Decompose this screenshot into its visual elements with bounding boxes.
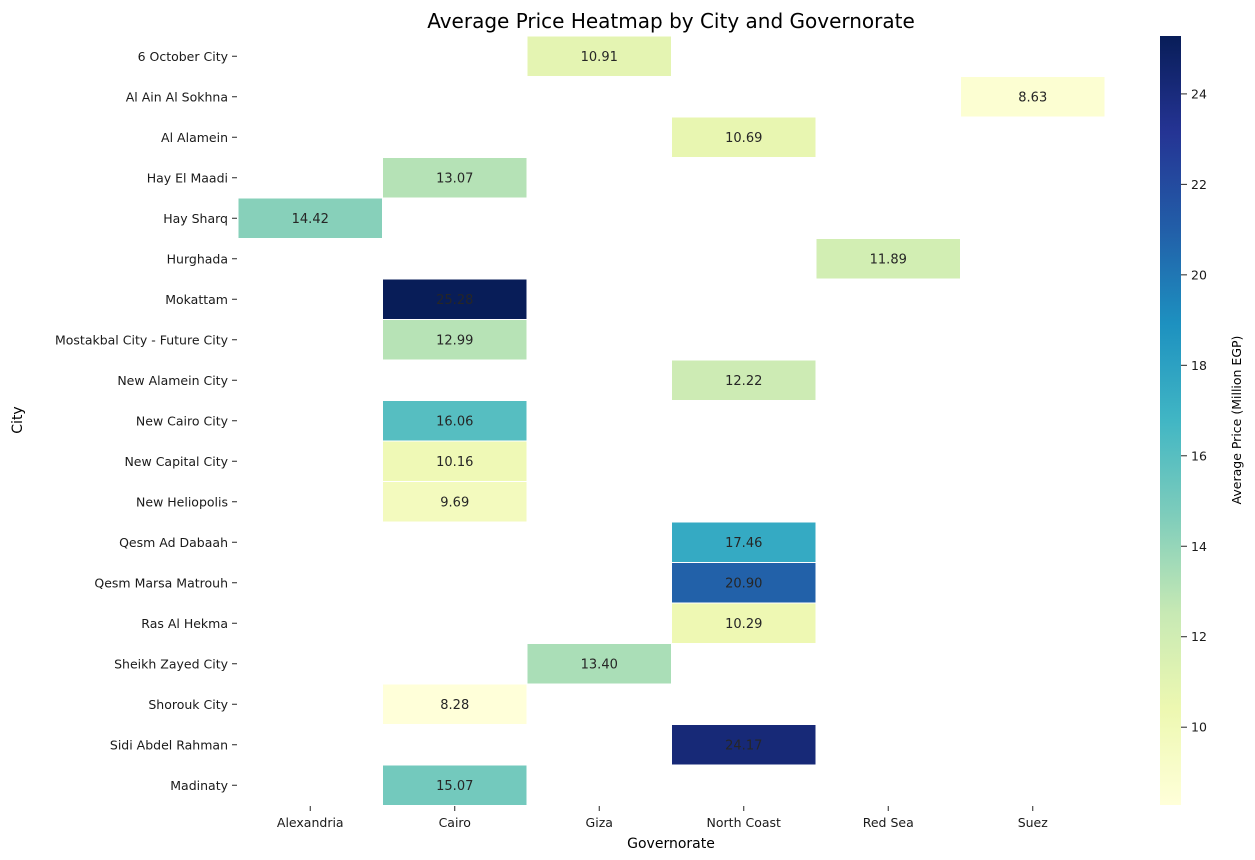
heatmap-cell [382,157,528,199]
heatmap-cell [671,724,817,766]
cell-value-label: 10.16 [436,455,473,470]
colorbar-tick-label: 24 [1191,86,1207,101]
y-tick-label: New Heliopolis [136,494,228,509]
y-tick-label: Al Alamein [161,130,228,145]
colorbar-tick-label: 22 [1191,177,1207,192]
y-tick-label: Mostakbal City - Future City [55,332,229,347]
heatmap-cell [382,319,528,361]
heatmap-cell [526,35,672,77]
colorbar-tick-label: 20 [1191,267,1207,282]
heatmap-cell [671,562,817,604]
cell-value-label: 8.28 [440,698,469,713]
x-tick-label: Suez [1018,815,1049,830]
y-tick-label: Sidi Abdel Rahman [110,737,228,752]
cell-value-label: 24.17 [725,738,762,753]
cell-value-label: 10.69 [725,131,762,146]
y-tick-label: Hay Sharq [163,211,228,226]
heatmap-cell [382,400,528,442]
cell-value-label: 9.69 [440,495,469,510]
y-tick-label: Hurghada [167,251,228,266]
cell-value-label: 13.40 [581,657,618,672]
y-tick-label: Sheikh Zayed City [114,656,228,671]
colorbar-ticks: 10 12 14 16 18 20 22 24 [1181,86,1207,735]
x-tick-label: Cairo [439,815,471,830]
heatmap-cell [815,238,961,280]
y-tick-label: Madinaty [170,778,228,793]
colorbar-tick-label: 14 [1191,539,1207,554]
y-tick-labels: 6 October City Al Ain Al Sokhna Al Alamein… [55,49,237,793]
x-tick-label: Giza [586,815,613,830]
colorbar-tick-label: 12 [1191,629,1207,644]
y-tick-label: Qesm Marsa Matrouh [94,575,228,590]
y-tick-label: Ras Al Hekma [141,616,228,631]
cell-value-label: 16.06 [436,414,473,429]
heatmap-cell [960,76,1106,118]
x-axis-label: Governorate [627,836,715,852]
chart-title: Average Price Heatmap by City and Govern… [427,9,915,33]
cell-value-label: 17.46 [725,536,762,551]
x-tick-label: Red Sea [863,815,914,830]
cell-value-label: 13.07 [436,171,473,186]
y-tick-label: New Capital City [124,454,228,469]
cell-value-label: 10.29 [725,617,762,632]
colorbar [1160,36,1181,805]
heatmap-cell [526,643,672,685]
heatmap-cell [382,440,528,482]
cell-value-label: 12.99 [436,333,473,348]
y-tick-label: Mokattam [165,292,228,307]
x-tick-labels: Alexandria Cairo Giza North Coast Red Sea Sue… [277,806,1048,830]
y-tick-label: New Alamein City [117,373,228,388]
heatmap-cell [382,481,528,523]
cell-value-label: 14.42 [292,212,329,227]
y-tick-label: 6 October City [138,49,229,64]
cell-value-label: 10.91 [581,50,618,65]
heatmap-cell [671,359,817,401]
colorbar-label: Average Price (Million EGP) [1229,336,1244,505]
x-tick-label: North Coast [707,815,781,830]
heatmap-cell [671,602,817,644]
colorbar-tick-label: 16 [1191,448,1207,463]
heatmap-cell [237,197,383,239]
colorbar-tick-label: 10 [1191,720,1207,735]
cell-value-label: 12.22 [725,374,762,389]
cell-value-label: 8.63 [1018,90,1047,105]
y-tick-label: Shorouk City [148,697,228,712]
x-tick-label: Alexandria [277,815,344,830]
heatmap-cells: 10.91 8.63 10.69 13.07 14.42 11.89 25.28 12.99 1… [237,35,1106,806]
heatmap-cell [382,683,528,725]
y-tick-label: Qesm Ad Dabaah [119,535,228,550]
heatmap-cell [671,116,817,158]
heatmap-cell [382,764,528,806]
y-tick-label: Hay El Maadi [147,170,228,185]
cell-value-label: 11.89 [870,252,907,267]
cell-value-label: 25.28 [436,293,473,308]
cell-value-label: 20.90 [725,576,762,591]
y-axis-label: City [10,406,26,433]
y-tick-label: Al Ain Al Sokhna [126,89,228,104]
y-tick-label: New Cairo City [136,413,229,428]
cell-value-label: 15.07 [436,779,473,794]
colorbar-tick-label: 18 [1191,358,1207,373]
